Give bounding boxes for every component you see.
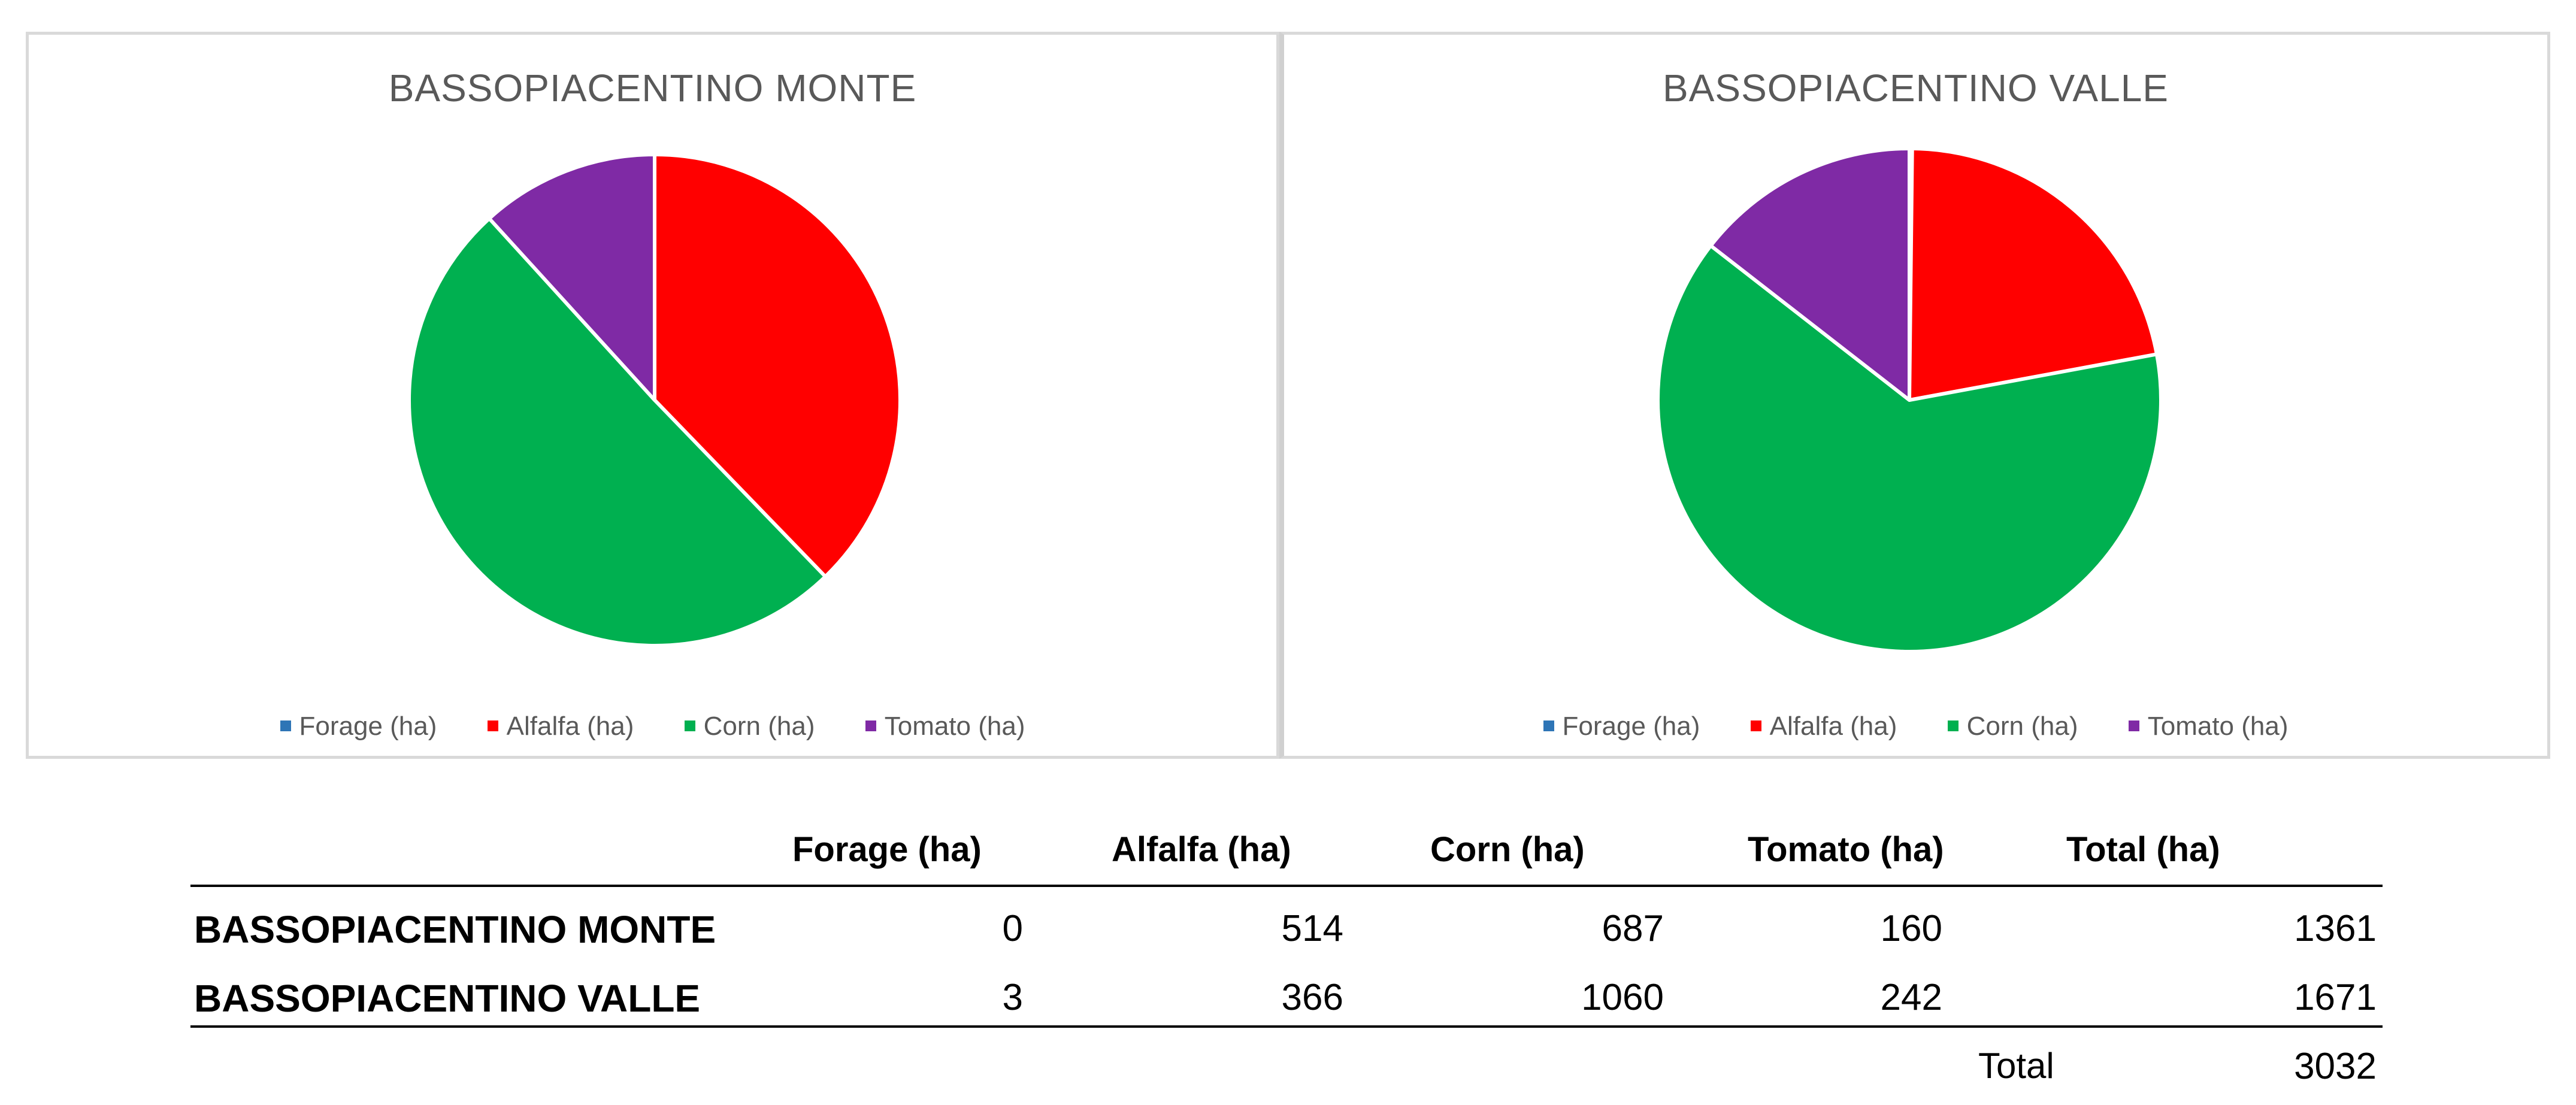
slice-corn (1656, 244, 2163, 653)
chart-panel-monte: BASSOPIACENTINO MONTE Forage (ha) Alfalf… (26, 32, 1279, 759)
header-corn: Corn (ha) (1430, 830, 1585, 869)
chart-title: BASSOPIACENTINO VALLE (1663, 66, 2169, 110)
legend-item-corn: Corn (ha) (684, 712, 815, 741)
cell-tomato: 160 (1880, 908, 1942, 949)
header-rule (190, 885, 2383, 887)
cell-corn: 1060 (1581, 977, 1664, 1018)
legend-label: Alfalfa (ha) (506, 712, 634, 741)
slice-tomato (487, 153, 656, 402)
legend-item-forage: Forage (ha) (1543, 712, 1700, 741)
legend-swatch-tomato (865, 720, 876, 731)
legend-label: Corn (ha) (1966, 712, 2078, 741)
legend-item-tomato: Tomato (ha) (2128, 712, 2289, 741)
legend-swatch-alfalfa (487, 720, 498, 731)
table-row: BASSOPIACENTINO MONTE 0 514 687 160 1361 (190, 907, 2383, 967)
legend-item-alfalfa: Alfalfa (ha) (1750, 712, 1897, 741)
chart-legend: Forage (ha) Alfalfa (ha) Corn (ha) Tomat… (29, 712, 1276, 741)
cell-alfalfa: 514 (1281, 908, 1343, 949)
legend-label: Corn (ha) (703, 712, 815, 741)
row-label: BASSOPIACENTINO MONTE (194, 908, 716, 951)
legend-item-tomato: Tomato (ha) (865, 712, 1025, 741)
cell-forage: 3 (1002, 977, 1023, 1018)
legend-label: Tomato (ha) (2147, 712, 2289, 741)
chart-title: BASSOPIACENTINO MONTE (388, 66, 917, 110)
slice-tomato (1709, 147, 1911, 402)
row-label: BASSOPIACENTINO VALLE (194, 977, 701, 1020)
chart-legend: Forage (ha) Alfalfa (ha) Corn (ha) Tomat… (1284, 712, 2547, 741)
pie-chart-monte (407, 153, 902, 648)
table-header-row: Forage (ha) Alfalfa (ha) Corn (ha) Tomat… (190, 829, 2383, 889)
legend-swatch-alfalfa (1750, 720, 1761, 731)
legend-item-corn: Corn (ha) (1947, 712, 2078, 741)
header-tomato: Tomato (ha) (1748, 830, 1944, 869)
table-total-row: Total 3032 (190, 1045, 2383, 1105)
slice-alfalfa (1908, 147, 2159, 402)
legend-swatch-tomato (2128, 720, 2139, 731)
header-total: Total (ha) (2066, 830, 2220, 869)
pie-chart-valle (1656, 147, 2163, 653)
cell-total: 1361 (2294, 908, 2377, 949)
legend-swatch-forage (1543, 720, 1554, 731)
chart-panel-valle: BASSOPIACENTINO VALLE Forage (ha) Alfalf… (1279, 32, 2550, 759)
cell-tomato: 242 (1880, 977, 1942, 1018)
legend-label: Forage (ha) (1562, 712, 1700, 741)
legend-swatch-forage (280, 720, 291, 731)
legend-item-forage: Forage (ha) (280, 712, 437, 741)
total-label: Total (1978, 1046, 2054, 1086)
slice-alfalfa (653, 153, 902, 579)
header-forage: Forage (ha) (792, 830, 982, 869)
cell-forage: 0 (1002, 908, 1023, 949)
table-row: BASSOPIACENTINO VALLE 3 366 1060 242 167… (190, 976, 2383, 1036)
cell-alfalfa: 366 (1281, 977, 1343, 1018)
body-rule (190, 1025, 2383, 1028)
legend-swatch-corn (684, 720, 695, 731)
header-alfalfa: Alfalfa (ha) (1112, 830, 1291, 869)
cell-corn: 687 (1602, 908, 1664, 949)
legend-label: Tomato (ha) (884, 712, 1025, 741)
legend-swatch-corn (1947, 720, 1959, 731)
legend-label: Forage (ha) (299, 712, 437, 741)
cell-total: 1671 (2294, 977, 2377, 1018)
slice-corn (407, 216, 828, 648)
legend-label: Alfalfa (ha) (1769, 712, 1897, 741)
total-value: 3032 (2294, 1046, 2377, 1087)
legend-item-alfalfa: Alfalfa (ha) (487, 712, 634, 741)
